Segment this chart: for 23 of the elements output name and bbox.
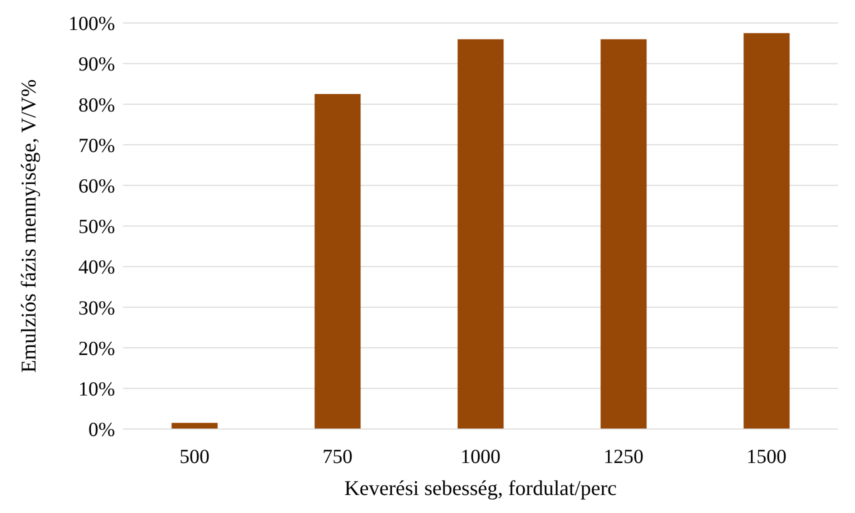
y-tick-label: 20%: [78, 338, 115, 360]
x-tick-label: 1500: [746, 446, 786, 468]
y-tick-label: 0%: [88, 419, 115, 442]
y-tick-label: 10%: [78, 378, 115, 400]
x-tick-label: 500: [180, 446, 210, 468]
y-tick-label: 70%: [78, 134, 115, 157]
y-axis-title: Emulziós fázis mennyisége, V/V%: [16, 79, 40, 373]
bar: [172, 422, 218, 429]
y-tick-label: 80%: [78, 94, 115, 116]
y-tick-label: 40%: [78, 256, 115, 279]
bar: [744, 33, 790, 429]
y-tick-label: 30%: [78, 297, 115, 320]
y-tick-label: 50%: [78, 216, 115, 238]
bar: [314, 94, 361, 429]
y-tick-label: 90%: [78, 54, 115, 76]
y-tick-label: 100%: [68, 13, 115, 36]
bar: [600, 39, 647, 429]
x-tick-label: 1250: [604, 446, 644, 468]
bar: [458, 39, 504, 429]
y-tick-label: 60%: [78, 176, 115, 198]
x-tick-label: 750: [322, 446, 352, 468]
x-tick-label: 1000: [460, 446, 500, 468]
x-axis-title: Keverési sebesség, fordulat/perc: [344, 476, 617, 500]
